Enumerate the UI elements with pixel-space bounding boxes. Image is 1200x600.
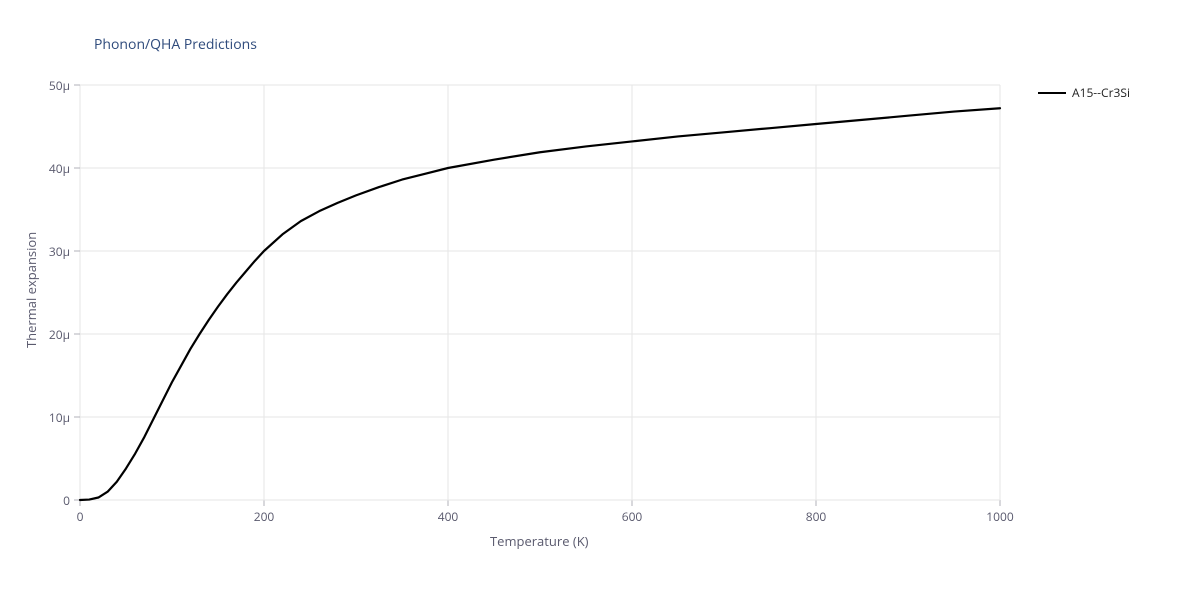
y-tick-label: 20µ [49,326,70,343]
x-tick-label: 400 [433,508,463,525]
x-tick-label: 600 [617,508,647,525]
chart-container: Phonon/QHA Predictions Thermal expansion… [0,0,1200,600]
x-tick-label: 1000 [985,508,1015,525]
y-axis-label: Thermal expansion [22,231,40,347]
x-tick-label: 200 [249,508,279,525]
legend-label: A15--Cr3Si [1072,84,1130,101]
legend: A15--Cr3Si [1038,84,1130,101]
chart-title: Phonon/QHA Predictions [94,35,257,54]
x-axis-label: Temperature (K) [490,532,589,550]
y-tick-label: 40µ [49,160,70,177]
y-tick-label: 50µ [49,77,70,94]
y-tick-label: 30µ [49,243,70,260]
legend-swatch [1038,92,1066,94]
y-tick-label: 0 [63,492,70,509]
plot-svg [0,0,1200,600]
y-tick-label: 10µ [49,409,70,426]
x-tick-label: 800 [801,508,831,525]
x-tick-label: 0 [65,508,95,525]
